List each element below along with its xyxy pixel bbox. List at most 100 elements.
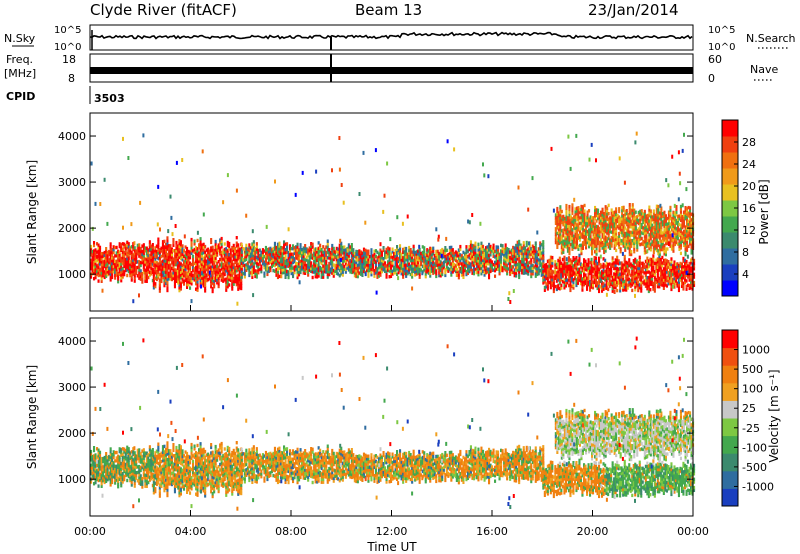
- power-cell: [281, 257, 284, 261]
- power-cell: [155, 272, 158, 276]
- power-cell: [118, 261, 121, 265]
- power-cell: [210, 285, 213, 289]
- power-cell: [228, 277, 231, 282]
- power-cell: [103, 261, 106, 266]
- power-cell: [604, 258, 607, 263]
- power-cell: [299, 254, 302, 258]
- power-cell: [299, 265, 302, 269]
- power-cell: [281, 249, 284, 253]
- power-cell: [199, 251, 202, 255]
- power-cell: [163, 267, 166, 271]
- power-cell: [317, 252, 320, 256]
- power-cell: [302, 265, 305, 270]
- power-cell: [301, 267, 304, 271]
- power-cell: [225, 283, 228, 287]
- power-cell: [255, 250, 258, 254]
- power-cell: [238, 261, 241, 265]
- power-cell: [222, 262, 225, 267]
- power-cell: [176, 258, 179, 262]
- power-cell: [120, 267, 123, 272]
- power-cell: [213, 276, 216, 281]
- power-cell: [124, 257, 127, 262]
- power-cell: [245, 263, 248, 267]
- power-cell: [109, 256, 112, 260]
- power-cell: [216, 267, 219, 271]
- power-cell: [240, 264, 243, 268]
- power-cell: [133, 271, 136, 275]
- power-cell: [210, 268, 213, 272]
- power-cell: [187, 266, 190, 270]
- power-cell: [111, 272, 114, 277]
- power-cell: [640, 209, 643, 213]
- power-cell: [229, 253, 232, 258]
- power-cell: [198, 276, 201, 280]
- power-cell: [111, 261, 114, 266]
- power-cell: [313, 264, 316, 269]
- power-cell: [145, 257, 148, 261]
- power-cell: [279, 259, 282, 264]
- power-cell: [158, 281, 161, 285]
- power-cell: [133, 276, 136, 280]
- power-cell: [252, 262, 255, 266]
- power-cell: [272, 260, 275, 264]
- power-cell: [176, 247, 179, 251]
- power-cell: [251, 267, 254, 271]
- power-cell: [198, 257, 201, 261]
- power-cell: [295, 267, 298, 271]
- power-cell: [287, 273, 290, 277]
- power-cell: [281, 262, 284, 267]
- power-cell: [152, 255, 155, 260]
- power-cell: [252, 267, 255, 272]
- power-cell: [118, 272, 121, 276]
- power-cell: [228, 255, 231, 260]
- power-cell: [249, 254, 252, 258]
- power-cell: [190, 251, 193, 256]
- power-cell: [210, 273, 213, 278]
- power-cell: [97, 257, 100, 261]
- power-cell: [222, 271, 225, 275]
- power-cell: [302, 254, 305, 259]
- power-cell: [216, 250, 219, 255]
- power-cell: [173, 276, 176, 280]
- power-cell: [606, 206, 609, 210]
- power-cell: [187, 255, 190, 259]
- power-cell: [186, 280, 189, 284]
- power-cell: [214, 253, 217, 258]
- power-cell: [147, 264, 150, 269]
- power-cell: [130, 272, 133, 277]
- power-cell: [189, 267, 192, 271]
- power-cell: [163, 278, 166, 282]
- power-cell: [139, 252, 142, 256]
- power-cell: [299, 243, 302, 247]
- power-cell: [245, 249, 248, 253]
- power-cell: [290, 260, 293, 265]
- power-cell: [172, 273, 175, 278]
- power-cell: [234, 266, 237, 270]
- power-cell: [275, 262, 278, 266]
- power-cell: [124, 252, 127, 256]
- power-cell: [284, 267, 287, 271]
- power-cell: [169, 266, 172, 270]
- power-cell: [266, 267, 269, 271]
- power-cell: [192, 274, 195, 278]
- power-cell: [145, 274, 148, 278]
- power-cell: [138, 243, 141, 247]
- power-cell: [228, 261, 231, 265]
- power-cell: [258, 259, 261, 263]
- power-cell: [157, 243, 160, 247]
- power-cell: [382, 246, 385, 250]
- power-cell: [595, 256, 598, 260]
- power-cell: [178, 277, 181, 282]
- power-cell: [305, 266, 308, 271]
- power-cell: [314, 261, 317, 265]
- power-cell: [117, 263, 120, 267]
- power-cell: [120, 243, 123, 247]
- power-cell: [132, 272, 135, 276]
- power-cell: [584, 273, 587, 277]
- power-cell: [167, 271, 170, 276]
- power-cell: [207, 253, 210, 257]
- power-cell: [238, 275, 241, 279]
- power-cell: [138, 254, 141, 258]
- power-cell: [166, 286, 169, 290]
